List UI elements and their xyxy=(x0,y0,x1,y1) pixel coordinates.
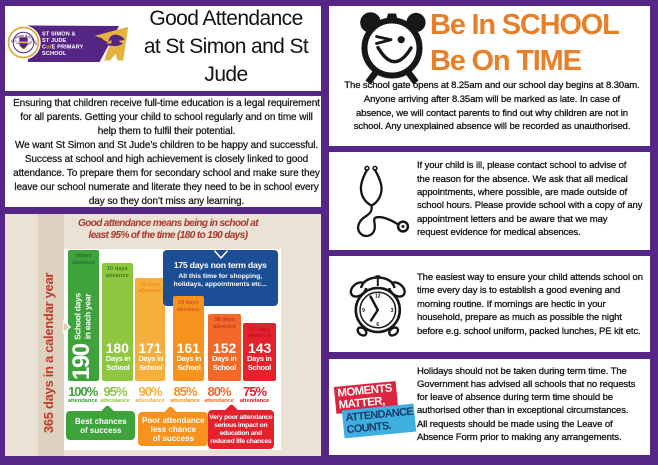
svg-text:3: 3 xyxy=(391,308,394,314)
svg-text:ST SIMON &: ST SIMON & xyxy=(42,32,76,38)
svg-text:ST JUDE: ST JUDE xyxy=(42,38,66,44)
svg-text:6: 6 xyxy=(376,322,379,328)
svg-text:SCHOOL: SCHOOL xyxy=(42,51,67,57)
svg-text:CofE PRIMARY: CofE PRIMARY xyxy=(42,45,84,51)
svg-text:9: 9 xyxy=(362,308,365,314)
svg-text:12: 12 xyxy=(375,293,381,299)
